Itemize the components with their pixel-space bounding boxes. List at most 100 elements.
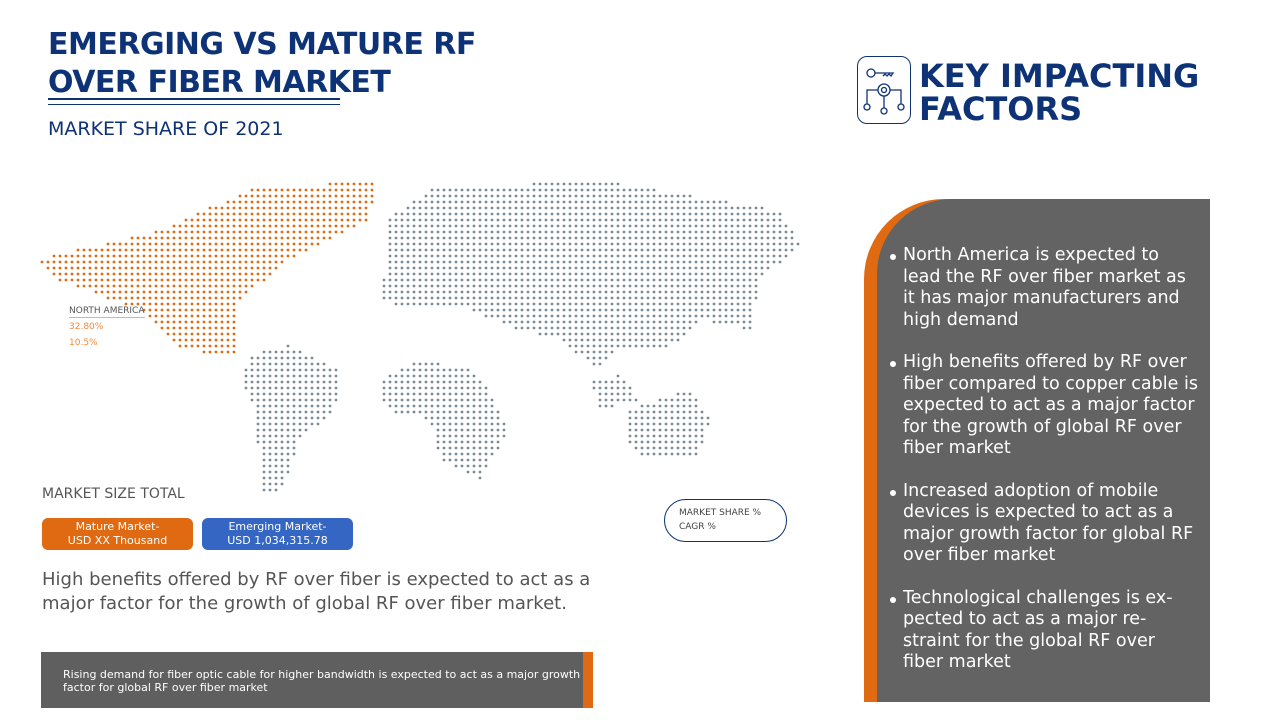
map-dot [694, 446, 698, 450]
map-dot [328, 404, 332, 408]
map-dot [514, 194, 518, 198]
map-dot [700, 434, 704, 438]
map-dot [676, 296, 680, 300]
map-dot [682, 410, 686, 414]
map-dot [682, 278, 686, 282]
map-dot [742, 218, 746, 222]
map-dot [196, 230, 200, 234]
map-dot [256, 434, 260, 438]
map-dot [148, 236, 152, 240]
map-dot [682, 314, 686, 318]
map-dot [526, 320, 530, 324]
map-dot [562, 254, 566, 258]
map-dot [586, 314, 590, 318]
map-dot [484, 212, 488, 216]
map-dot [598, 398, 602, 402]
map-dot [298, 242, 302, 246]
map-dot [562, 230, 566, 234]
map-dot [628, 188, 632, 192]
map-dot [682, 230, 686, 234]
map-dot [658, 314, 662, 318]
map-dot [76, 254, 80, 258]
map-dot [700, 290, 704, 294]
map-dot [634, 410, 638, 414]
map-dot [682, 224, 686, 228]
map-dot [256, 194, 260, 198]
map-dot [226, 314, 230, 318]
map-dot [226, 350, 230, 354]
map-dot [466, 224, 470, 228]
map-dot [220, 218, 224, 222]
map-dot [562, 284, 566, 288]
map-dot [670, 332, 674, 336]
map-dot [316, 392, 320, 396]
map-dot [514, 320, 518, 324]
map-dot [784, 242, 788, 246]
map-dot [664, 266, 668, 270]
map-dot [250, 398, 254, 402]
map-dot [718, 308, 722, 312]
map-dot [670, 278, 674, 282]
map-dot [442, 260, 446, 264]
map-dot [658, 254, 662, 258]
map-dot [100, 248, 104, 252]
map-dot [754, 278, 758, 282]
map-dot [664, 248, 668, 252]
map-dot [478, 398, 482, 402]
map-dot [646, 278, 650, 282]
map-dot [394, 398, 398, 402]
map-dot [586, 230, 590, 234]
map-dot [628, 200, 632, 204]
bottom-note: Rising demand for fiber optic cable for … [63, 668, 581, 694]
map-dot [334, 212, 338, 216]
emerging-market-badge: Emerging Market- USD 1,034,315.78 Thousan… [202, 518, 353, 561]
map-dot [442, 188, 446, 192]
map-dot [190, 260, 194, 264]
map-dot [634, 344, 638, 348]
map-dot [454, 302, 458, 306]
map-dot [514, 248, 518, 252]
map-dot [568, 272, 572, 276]
map-dot [658, 266, 662, 270]
map-dot [106, 284, 110, 288]
map-dot [436, 416, 440, 420]
map-dot [694, 398, 698, 402]
map-dot [514, 236, 518, 240]
map-dot [574, 218, 578, 222]
map-dot [448, 422, 452, 426]
map-dot [268, 404, 272, 408]
map-dot [496, 422, 500, 426]
map-dot [772, 218, 776, 222]
map-dot [232, 260, 236, 264]
map-dot [574, 314, 578, 318]
map-dot [118, 290, 122, 294]
map-dot [268, 464, 272, 468]
map-dot [292, 392, 296, 396]
map-dot [670, 416, 674, 420]
map-dot [268, 446, 272, 450]
map-dot [268, 194, 272, 198]
map-dot [280, 362, 284, 366]
map-dot [286, 380, 290, 384]
map-dot [706, 248, 710, 252]
map-dot [436, 398, 440, 402]
map-dot [748, 290, 752, 294]
map-dot [760, 236, 764, 240]
map-dot [232, 326, 236, 330]
map-dot [220, 350, 224, 354]
map-dot [310, 392, 314, 396]
map-dot [616, 242, 620, 246]
map-dot [658, 206, 662, 210]
map-dot [460, 206, 464, 210]
map-dot [700, 254, 704, 258]
map-dot [586, 326, 590, 330]
map-dot [514, 326, 518, 330]
map-dot [682, 296, 686, 300]
map-dot [70, 266, 74, 270]
map-dot [616, 338, 620, 342]
kf-title-1: KEY IMPACTING [919, 57, 1200, 95]
map-dot [508, 236, 512, 240]
map-dot [262, 452, 266, 456]
map-dot [250, 356, 254, 360]
map-dot [64, 260, 68, 264]
